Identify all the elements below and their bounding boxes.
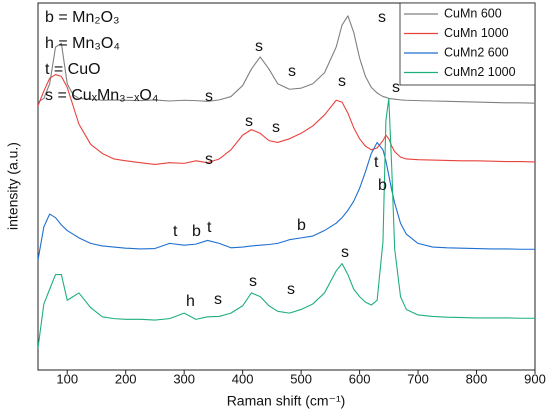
legend-label: CuMn 600: [444, 6, 502, 20]
annotation: s: [378, 9, 386, 26]
x-tick-label: 900: [524, 371, 546, 386]
annotation: b: [297, 217, 306, 234]
series-line: [38, 15, 535, 104]
y-axis-label: intensity (a.u.): [5, 142, 21, 230]
plot-frame: [37, 2, 536, 371]
annotation: t: [207, 219, 212, 236]
x-tick-label: 400: [232, 371, 254, 386]
annotation: s: [392, 79, 400, 96]
series-line: [38, 141, 535, 260]
series-line: [38, 74, 535, 166]
annotation: s: [272, 119, 280, 136]
legend-box: [399, 2, 536, 86]
legend-label: CuMn 1000: [444, 26, 509, 40]
annotation: s: [255, 38, 263, 55]
annotation: s: [338, 73, 346, 90]
annotation: b: [192, 223, 201, 240]
annotation: t: [374, 154, 379, 171]
x-tick-label: 700: [407, 371, 429, 386]
annotation: s: [287, 281, 295, 298]
annotation: b = Mn₂O₃: [45, 9, 120, 26]
legend-label: CuMn2 600: [444, 45, 509, 59]
x-tick-label: 800: [466, 371, 488, 386]
series-layer: [38, 15, 535, 349]
annotation: s: [205, 151, 213, 168]
annotation: t: [173, 223, 178, 240]
legend-label: CuMn2 1000: [444, 65, 516, 79]
x-tick-label: 600: [349, 371, 371, 386]
annotation: s: [341, 244, 349, 261]
x-tick-label: 300: [173, 371, 195, 386]
annotation: s: [288, 63, 296, 80]
annotation: b: [378, 177, 387, 194]
x-axis-label: Raman shift (cm⁻¹): [227, 393, 346, 409]
series-line: [38, 97, 535, 349]
annotation: s: [214, 291, 222, 308]
annotation: s = CuₓMn₃₋ₓO₄: [45, 87, 158, 104]
annotation: s: [249, 273, 257, 290]
annotation: t = CuO: [45, 61, 101, 78]
x-tick-label: 500: [290, 371, 312, 386]
annotation: h = Mn₃O₄: [45, 35, 120, 52]
annotation: s: [205, 88, 213, 105]
x-tick-label: 100: [56, 371, 78, 386]
annotation: h: [186, 293, 195, 310]
annotation: s: [245, 113, 253, 130]
x-tick-label: 200: [115, 371, 137, 386]
